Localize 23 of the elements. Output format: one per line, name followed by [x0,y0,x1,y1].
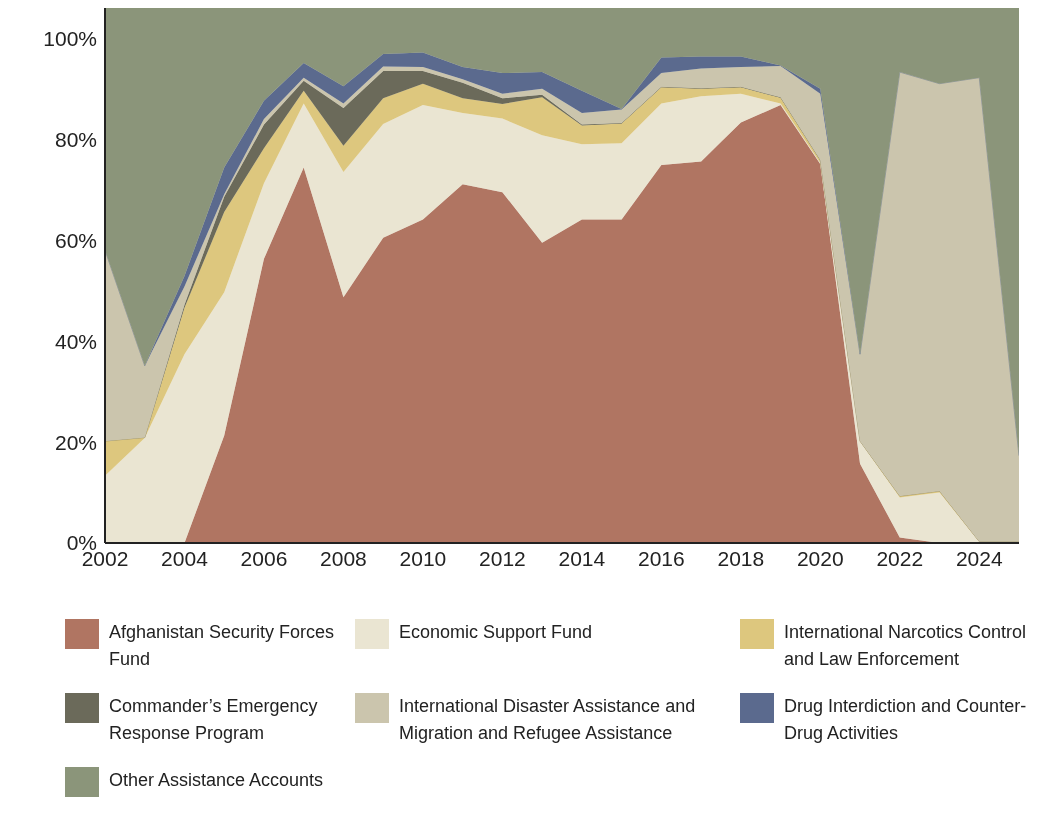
x-tick-label: 2010 [399,546,447,570]
legend-label: Afghanistan Security Forces Fund [109,621,336,671]
y-tick-label: 40% [54,329,97,353]
legend-label: International Disaster Assistance and Migration and Refugee Assistance [399,695,697,745]
x-tick-label: 2018 [717,546,765,570]
legend-label: Commander’s Emergency Response Program [109,695,319,745]
legend-label: Economic Support Fund [399,621,593,644]
x-tick-label: 2004 [161,546,209,570]
x-tick-label: 2020 [796,546,844,570]
x-tick-label: 2006 [240,546,288,570]
legend-label: International Narcotics Control and Law Enforcement [784,621,1028,671]
y-tick-label: 80% [54,127,97,151]
x-tick-label: 2016 [637,546,685,570]
x-tick-label: 2024 [955,546,1003,570]
x-tick-label: 2014 [558,546,606,570]
x-tick-label: 2012 [479,546,526,570]
x-tick-label: 2008 [320,546,367,570]
y-tick-label: 100% [43,26,97,50]
x-tick-label: 2022 [876,546,924,570]
legend-label: Drug Interdiction and Counter-Drug Activities [784,695,1028,745]
y-tick-label: 20% [54,430,97,454]
legend-label: Other Assistance Accounts [109,769,324,792]
y-tick-label: 60% [54,228,97,252]
